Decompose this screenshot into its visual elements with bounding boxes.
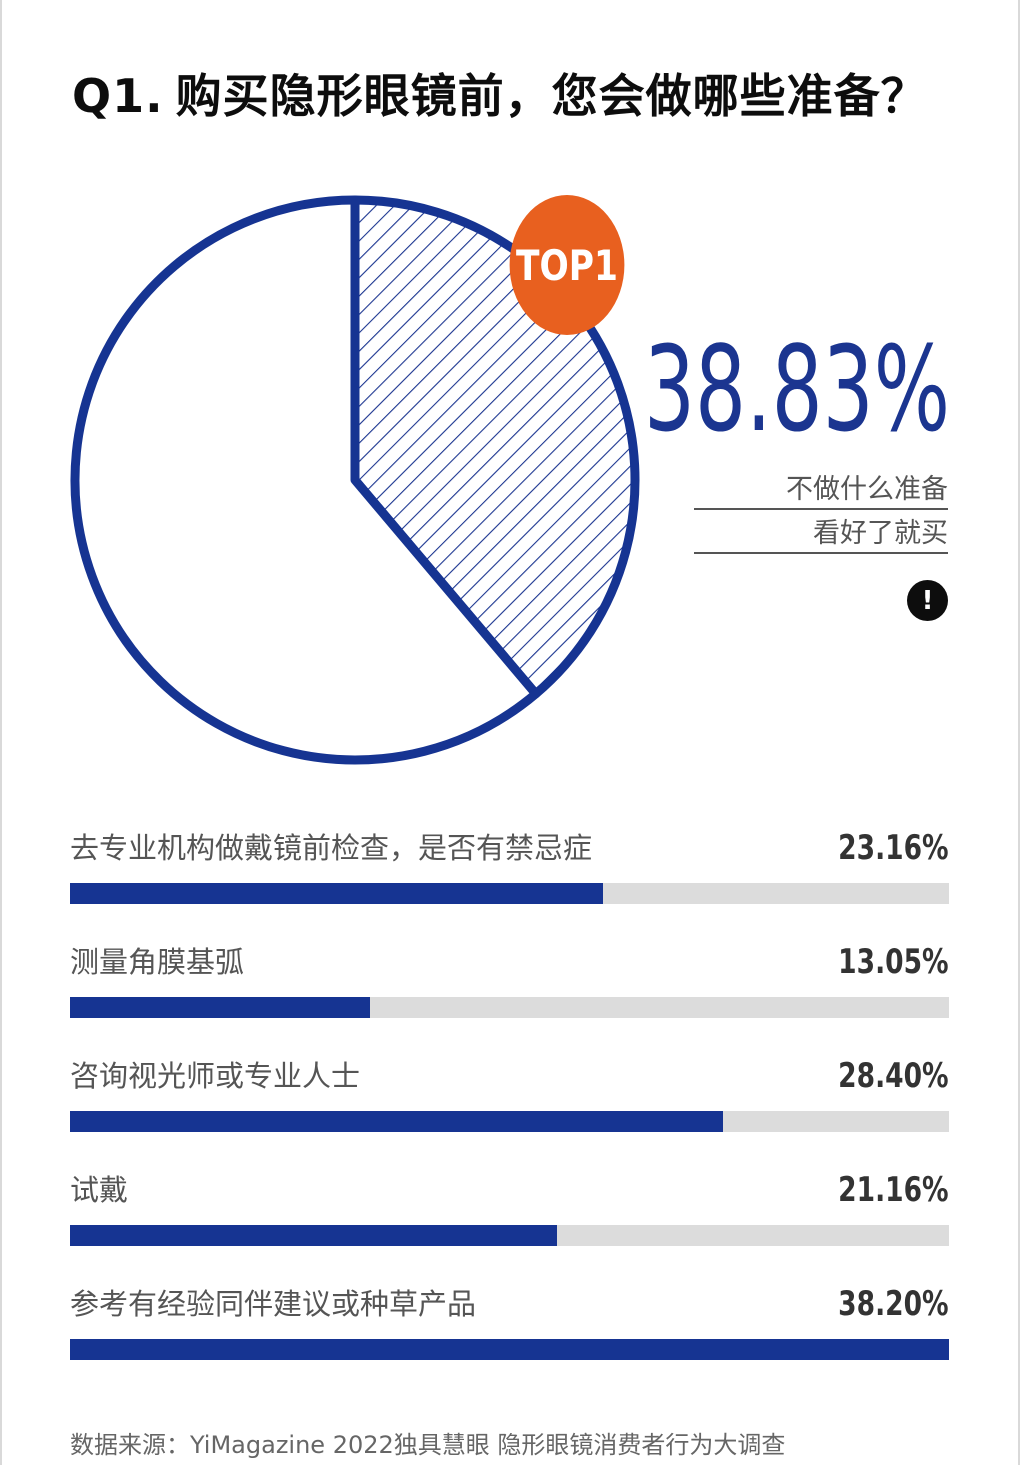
bar-row: 试戴 21.16%	[70, 1170, 949, 1290]
bar-track	[70, 1225, 949, 1246]
bar-value-label: 23.16%	[838, 828, 949, 868]
bar-fill	[70, 883, 603, 904]
top1-badge: TOP1	[509, 195, 625, 335]
bar-label: 参考有经验同伴建议或种草产品	[70, 1287, 477, 1321]
highlight-note-line-2: 看好了就买	[694, 518, 948, 555]
bar-label: 测量角膜基弧	[70, 945, 245, 979]
question-text: 购买隐形眼镜前，您会做哪些准备？	[175, 69, 928, 123]
pie-slice-other	[70, 195, 541, 765]
bar-fill	[70, 1111, 723, 1132]
highlight-percentage: 38.83%	[644, 320, 950, 458]
bar-value-label: 38.20%	[838, 1284, 949, 1324]
bar-track	[70, 883, 949, 904]
bar-row: 去专业机构做戴镜前检查，是否有禁忌症 23.16%	[70, 828, 949, 948]
bar-row: 测量角膜基弧 13.05%	[70, 942, 949, 1062]
bar-fill	[70, 1339, 949, 1360]
page-title: Q1. 购买隐形眼镜前，您会做哪些准备？	[72, 60, 928, 126]
bar-fill	[70, 1225, 557, 1246]
right-border	[1018, 0, 1020, 1465]
bar-track	[70, 1339, 949, 1360]
bar-track	[70, 997, 949, 1018]
question-number: Q1.	[72, 69, 164, 123]
bar-row: 咨询视光师或专业人士 28.40%	[70, 1056, 949, 1176]
bar-row: 参考有经验同伴建议或种草产品 38.20%	[70, 1284, 949, 1404]
left-border	[0, 0, 2, 1465]
bar-value-label: 21.16%	[838, 1170, 949, 1210]
bar-fill	[70, 997, 370, 1018]
exclamation-icon: !	[907, 580, 948, 621]
bar-label: 咨询视光师或专业人士	[70, 1059, 361, 1093]
bar-label: 试戴	[70, 1173, 129, 1207]
bar-value-label: 13.05%	[838, 942, 949, 982]
bar-label: 去专业机构做戴镜前检查，是否有禁忌症	[70, 831, 593, 865]
source-note: 数据来源：YiMagazine 2022独具慧眼 隐形眼镜消费者行为大调查	[70, 1431, 786, 1459]
bar-value-label: 28.40%	[838, 1056, 949, 1096]
highlight-note-line-1: 不做什么准备	[694, 474, 948, 511]
bar-track	[70, 1111, 949, 1132]
